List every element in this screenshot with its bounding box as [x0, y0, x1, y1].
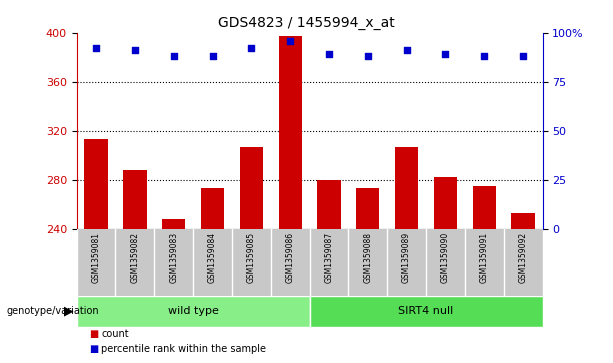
Text: GSM1359086: GSM1359086 — [286, 232, 295, 283]
Bar — [356, 188, 379, 229]
Bar — [395, 147, 418, 229]
Point — [285, 38, 295, 44]
Text: GSM1359087: GSM1359087 — [324, 232, 333, 283]
Text: GSM1359088: GSM1359088 — [364, 232, 372, 283]
Text: GSM1359091: GSM1359091 — [480, 232, 489, 283]
Point — [479, 53, 489, 59]
Text: ■: ■ — [89, 344, 98, 354]
Text: GSM1359092: GSM1359092 — [519, 232, 528, 283]
Bar — [310, 296, 543, 327]
Point — [246, 45, 256, 51]
Bar — [434, 177, 457, 229]
Text: ■: ■ — [89, 329, 98, 339]
Point — [441, 51, 451, 57]
Bar — [77, 296, 310, 327]
Bar — [201, 188, 224, 229]
Point — [208, 53, 218, 59]
Text: GSM1359089: GSM1359089 — [402, 232, 411, 283]
Point — [130, 48, 140, 53]
Point — [169, 53, 178, 59]
Bar — [123, 170, 147, 229]
Bar — [85, 139, 108, 229]
Text: ▶: ▶ — [64, 305, 74, 318]
Point — [324, 51, 334, 57]
Text: GDS4823 / 1455994_x_at: GDS4823 / 1455994_x_at — [218, 16, 395, 30]
Bar — [511, 213, 535, 229]
Point — [518, 53, 528, 59]
Point — [402, 48, 411, 53]
Bar — [318, 180, 341, 229]
Bar — [162, 219, 185, 229]
Text: wild type: wild type — [168, 306, 218, 316]
Text: GSM1359081: GSM1359081 — [91, 232, 101, 283]
Point — [91, 45, 101, 51]
Text: GSM1359084: GSM1359084 — [208, 232, 217, 283]
Text: genotype/variation: genotype/variation — [6, 306, 99, 316]
Text: SIRT4 null: SIRT4 null — [398, 306, 454, 316]
Text: GSM1359082: GSM1359082 — [131, 232, 139, 283]
Text: GSM1359083: GSM1359083 — [169, 232, 178, 283]
Bar — [473, 186, 496, 229]
Text: count: count — [101, 329, 129, 339]
Bar — [240, 147, 263, 229]
Bar — [278, 36, 302, 229]
Text: GSM1359085: GSM1359085 — [247, 232, 256, 283]
Point — [363, 53, 373, 59]
Text: GSM1359090: GSM1359090 — [441, 232, 450, 283]
Text: percentile rank within the sample: percentile rank within the sample — [101, 344, 266, 354]
